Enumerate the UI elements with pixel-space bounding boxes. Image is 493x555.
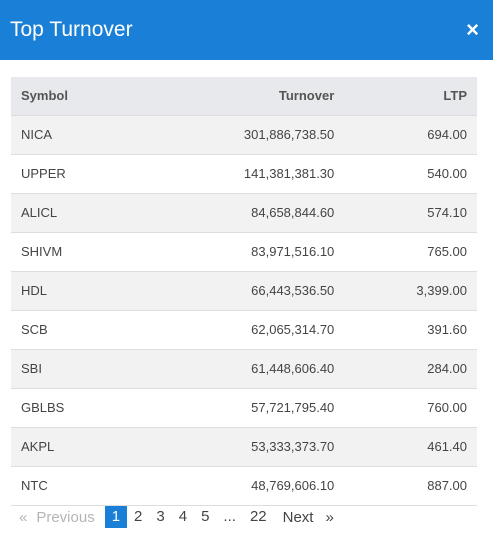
cell-symbol: NTC — [11, 466, 137, 506]
cell-turnover: 84,658,844.60 — [136, 193, 345, 233]
modal-header: Top Turnover × — [0, 0, 493, 60]
next-icon[interactable]: » — [325, 508, 334, 526]
cell-symbol: SBI — [11, 349, 137, 389]
cell-turnover: 301,886,738.50 — [136, 115, 345, 155]
table-row[interactable]: SBI 61,448,606.40 284.00 — [11, 349, 477, 389]
cell-symbol: AKPL — [11, 427, 137, 467]
cell-symbol: SHIVM — [11, 232, 137, 272]
pagination: « Previous 1 2 3 4 5 ... 22 Next » — [19, 506, 334, 528]
column-header-symbol[interactable]: Symbol — [11, 77, 137, 116]
table-row[interactable]: SHIVM 83,971,516.10 765.00 — [11, 232, 477, 272]
table-row[interactable]: ALICL 84,658,844.60 574.10 — [11, 193, 477, 233]
cell-symbol: HDL — [11, 271, 137, 311]
table-row[interactable]: UPPER 141,381,381.30 540.00 — [11, 154, 477, 194]
page-4-button[interactable]: 4 — [178, 508, 188, 525]
cell-turnover: 53,333,373.70 — [136, 427, 345, 467]
cell-turnover: 66,443,536.50 — [136, 271, 345, 311]
table-row[interactable]: NTC 48,769,606.10 887.00 — [11, 466, 477, 506]
cell-turnover: 61,448,606.40 — [136, 349, 345, 389]
pagination-ellipsis: ... — [223, 508, 236, 525]
page-3-button[interactable]: 3 — [156, 508, 165, 525]
modal-title: Top Turnover — [10, 18, 133, 41]
cell-turnover: 57,721,795.40 — [136, 388, 345, 428]
page-22-button[interactable]: 22 — [249, 508, 267, 525]
cell-ltp: 760.00 — [344, 388, 477, 428]
table-row[interactable]: NICA 301,886,738.50 694.00 — [11, 115, 477, 155]
cell-symbol: NICA — [11, 115, 137, 155]
cell-ltp: 3,399.00 — [344, 271, 477, 311]
table-row[interactable]: HDL 66,443,536.50 3,399.00 — [11, 271, 477, 311]
cell-ltp: 461.40 — [344, 427, 477, 467]
cell-symbol: UPPER — [11, 154, 137, 194]
next-button[interactable]: Next — [282, 508, 314, 526]
cell-turnover: 62,065,314.70 — [136, 310, 345, 350]
previous-button[interactable]: Previous — [36, 508, 95, 526]
cell-ltp: 887.00 — [344, 466, 477, 506]
turnover-table-container: Symbol Turnover LTP NICA 301,886,738.50 … — [11, 77, 477, 506]
cell-ltp: 574.10 — [344, 193, 477, 233]
column-header-ltp[interactable]: LTP — [344, 77, 477, 116]
cell-symbol: GBLBS — [11, 388, 137, 428]
cell-ltp: 284.00 — [344, 349, 477, 389]
previous-icon: « — [19, 508, 28, 526]
cell-ltp: 540.00 — [344, 154, 477, 194]
cell-symbol: SCB — [11, 310, 137, 350]
column-header-turnover[interactable]: Turnover — [136, 77, 345, 116]
cell-turnover: 48,769,606.10 — [136, 466, 345, 506]
cell-ltp: 765.00 — [344, 232, 477, 272]
page-1-button[interactable]: 1 — [104, 506, 128, 528]
cell-turnover: 141,381,381.30 — [136, 154, 345, 194]
page-5-button[interactable]: 5 — [201, 508, 210, 525]
cell-ltp: 391.60 — [344, 310, 477, 350]
page-2-button[interactable]: 2 — [134, 508, 143, 525]
close-icon[interactable]: × — [466, 17, 479, 42]
cell-turnover: 83,971,516.10 — [136, 232, 345, 272]
table-row[interactable]: SCB 62,065,314.70 391.60 — [11, 310, 477, 350]
table-header-row: Symbol Turnover LTP — [11, 77, 477, 116]
cell-symbol: ALICL — [11, 193, 137, 233]
table-row[interactable]: GBLBS 57,721,795.40 760.00 — [11, 388, 477, 428]
turnover-table: Symbol Turnover LTP NICA 301,886,738.50 … — [11, 77, 477, 506]
cell-ltp: 694.00 — [344, 115, 477, 155]
table-row[interactable]: AKPL 53,333,373.70 461.40 — [11, 427, 477, 467]
